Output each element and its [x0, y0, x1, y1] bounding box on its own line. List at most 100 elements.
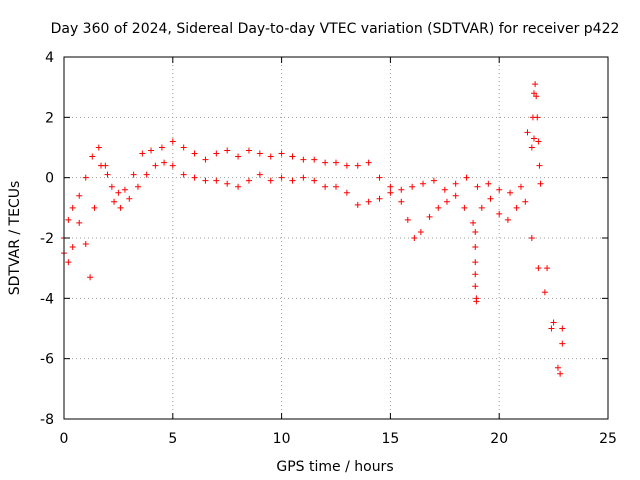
data-point — [202, 177, 209, 184]
data-point — [95, 144, 102, 151]
data-point — [126, 195, 133, 202]
data-point — [504, 216, 511, 223]
x-tick-label: 20 — [490, 431, 508, 447]
data-point — [387, 183, 394, 190]
data-point — [485, 180, 492, 187]
series-spike-near-21-7-h — [528, 81, 543, 169]
data-point — [537, 180, 544, 187]
data-point — [311, 156, 318, 163]
data-point — [452, 180, 459, 187]
data-point — [130, 171, 137, 178]
data-point — [376, 174, 383, 181]
data-point — [528, 235, 535, 241]
series-upper-band — [61, 129, 566, 377]
data-point — [289, 177, 296, 184]
data-point — [443, 198, 450, 205]
data-point — [278, 174, 285, 181]
data-point — [82, 174, 89, 181]
data-point — [121, 186, 128, 193]
data-point — [398, 186, 405, 193]
data-point — [108, 183, 115, 190]
data-point — [158, 144, 165, 151]
data-point — [148, 147, 155, 154]
data-point — [311, 177, 318, 184]
data-point — [354, 201, 361, 208]
data-point — [550, 319, 557, 326]
data-point — [557, 370, 564, 377]
data-point — [532, 81, 539, 88]
data-point — [426, 213, 433, 220]
data-point — [267, 153, 274, 160]
x-tick-label: 5 — [168, 431, 177, 447]
data-point — [420, 180, 427, 187]
data-point — [191, 174, 198, 181]
data-point — [387, 189, 394, 196]
data-point — [87, 274, 94, 281]
y-axis-label: SDTVAR / TECUs — [7, 181, 23, 296]
data-point — [65, 216, 72, 223]
data-point — [533, 93, 540, 100]
data-point — [404, 216, 411, 223]
data-point — [472, 244, 479, 251]
data-points — [61, 81, 566, 377]
data-point — [300, 174, 307, 181]
y-tick-label: 0 — [45, 171, 54, 187]
data-point — [224, 147, 231, 154]
data-point — [534, 114, 541, 121]
data-point — [463, 174, 470, 181]
x-axis-label: GPS time / hours — [276, 459, 393, 475]
data-point — [245, 177, 252, 184]
data-point — [278, 150, 285, 157]
data-point — [97, 162, 104, 169]
data-point — [559, 325, 566, 332]
x-tick-label: 25 — [599, 431, 617, 447]
data-point — [343, 162, 350, 169]
data-point — [289, 153, 296, 160]
data-point — [524, 129, 531, 136]
data-point — [76, 219, 83, 226]
data-point — [115, 189, 122, 196]
data-point — [76, 192, 83, 199]
data-point — [256, 171, 263, 178]
data-point — [180, 171, 187, 178]
data-point — [89, 153, 96, 160]
data-point — [365, 159, 372, 166]
y-tick-label: -2 — [40, 231, 54, 247]
data-point — [134, 183, 141, 190]
data-point — [376, 195, 383, 202]
data-point — [478, 204, 485, 211]
data-point — [522, 198, 529, 205]
data-point — [69, 204, 76, 211]
data-point — [517, 183, 524, 190]
data-point — [169, 138, 176, 145]
data-point — [82, 241, 89, 248]
data-point — [333, 159, 339, 166]
data-point — [91, 204, 98, 211]
data-point — [535, 138, 542, 145]
data-point — [536, 162, 543, 169]
x-tick-label: 10 — [273, 431, 291, 447]
data-point — [472, 271, 479, 278]
data-point — [474, 183, 481, 190]
data-point — [531, 90, 538, 97]
chart-title: Day 360 of 2024, Sidereal Day-to-day VTE… — [51, 21, 620, 37]
data-point — [513, 204, 520, 211]
data-point — [202, 156, 209, 163]
grid-lines — [64, 57, 608, 419]
data-point — [343, 189, 350, 196]
x-tick-label: 0 — [60, 431, 69, 447]
data-point — [69, 244, 76, 251]
data-point — [470, 219, 477, 226]
data-point — [496, 186, 503, 193]
data-point — [535, 265, 542, 272]
data-point — [541, 289, 548, 296]
data-point — [65, 259, 72, 266]
axis-ticks: 0 5 10 15 20 25 -8 -6 -4 -2 0 2 4 — [40, 50, 617, 447]
data-point — [224, 180, 231, 187]
data-point — [452, 192, 459, 199]
data-point — [365, 198, 372, 205]
data-point — [161, 159, 168, 166]
data-point — [139, 150, 146, 157]
data-point — [152, 162, 159, 169]
